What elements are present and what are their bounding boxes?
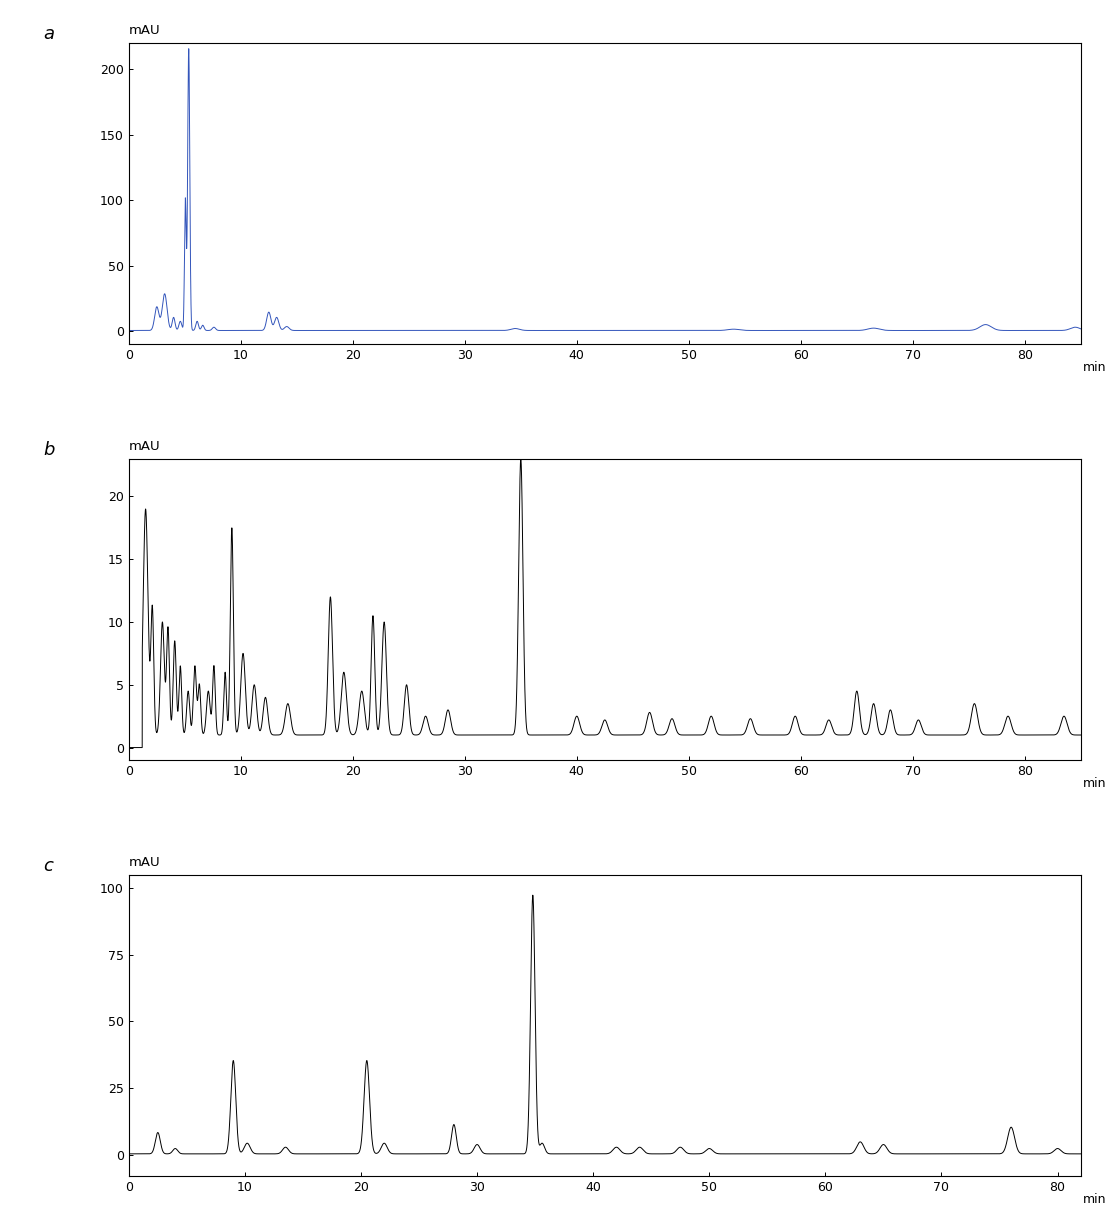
Text: mAU: mAU	[129, 856, 160, 870]
Text: a: a	[44, 24, 54, 43]
Text: c: c	[44, 856, 53, 875]
Text: mAU: mAU	[129, 24, 160, 38]
Text: b: b	[44, 441, 55, 458]
Text: mAU: mAU	[129, 440, 160, 453]
Text: min: min	[1083, 777, 1107, 790]
Text: min: min	[1083, 361, 1107, 374]
Text: min: min	[1083, 1193, 1107, 1205]
